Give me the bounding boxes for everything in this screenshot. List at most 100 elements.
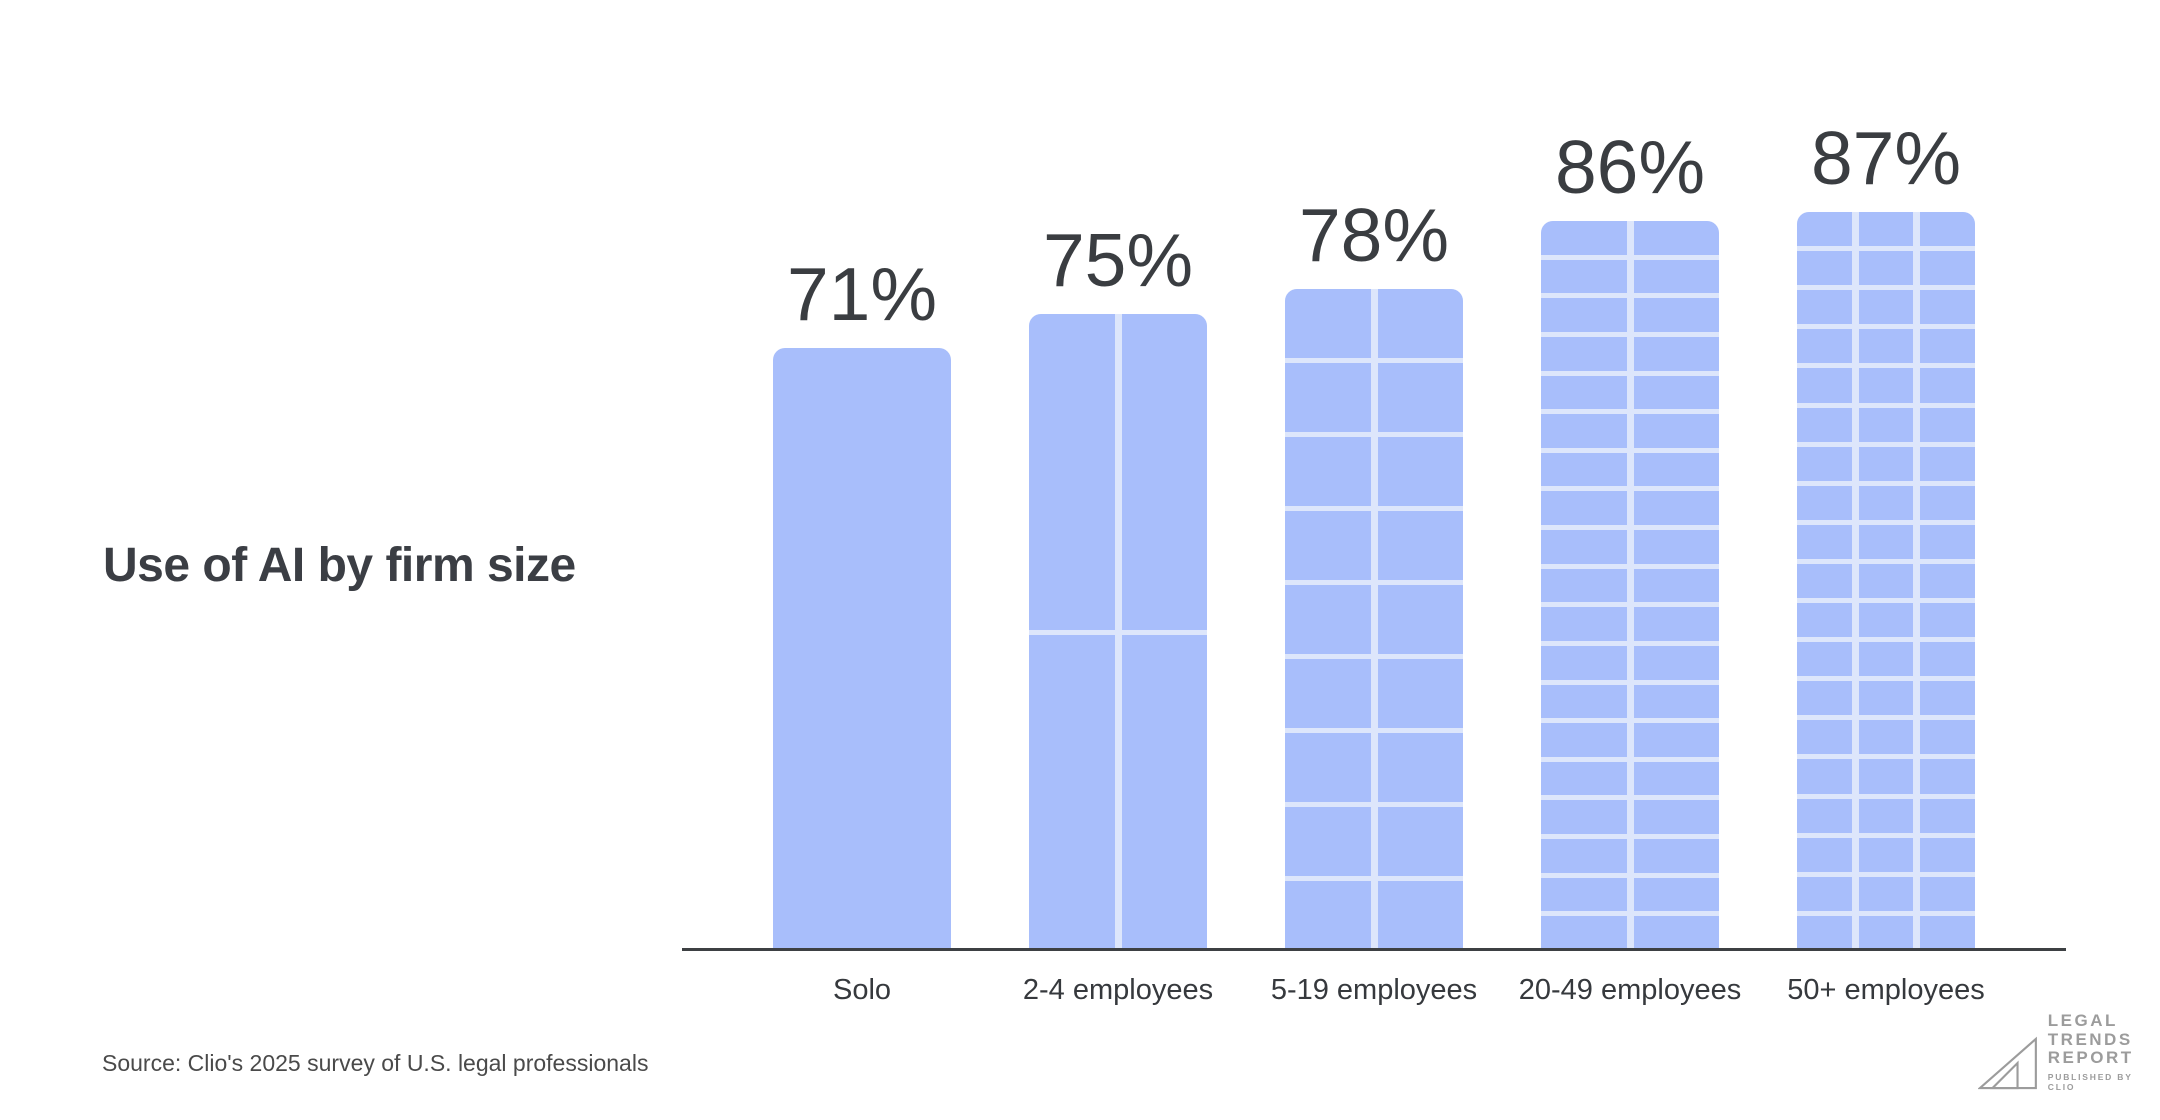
logo-line-trends: TRENDS xyxy=(2047,1029,2133,1049)
bar-cell xyxy=(1377,585,1463,654)
bar-cell xyxy=(1797,720,1852,755)
bar-cell xyxy=(1858,798,1914,833)
bar-cell xyxy=(1858,212,1914,247)
bar-cell xyxy=(1858,329,1914,364)
bar-cell xyxy=(1633,645,1719,680)
bar-cell xyxy=(1285,659,1371,728)
bar-cell xyxy=(1029,634,1115,950)
bar-cell xyxy=(1377,733,1463,802)
bar-cell xyxy=(1541,298,1627,332)
logo-text-block: LEGAL TRENDS REPORT PUBLISHED BY CLIO xyxy=(2047,1011,2160,1091)
bar-cell xyxy=(1633,607,1719,641)
bar-cell xyxy=(1858,837,1914,872)
bar-value-label-5-19-employees: 78% xyxy=(1298,193,1450,278)
bar-cell xyxy=(1858,642,1914,677)
bar-solo xyxy=(773,348,951,950)
bar-cell xyxy=(1797,837,1852,872)
bar-cell xyxy=(1797,290,1852,325)
bar-value-label-solo: 71% xyxy=(786,252,938,337)
bar-cell xyxy=(1541,839,1627,873)
bar-cell xyxy=(1797,329,1852,364)
bar-cell xyxy=(1797,915,1852,950)
bar-value-label-2-4-employees: 75% xyxy=(1042,218,1194,303)
bar-cell xyxy=(1920,329,1975,364)
bar-cell xyxy=(1541,723,1627,757)
bar-cell xyxy=(1633,491,1719,526)
bar-cell xyxy=(1797,212,1852,247)
bar-cell xyxy=(1285,733,1371,802)
x-axis-label-20-49-employees: 20-49 employees xyxy=(1518,974,1742,1006)
bar-cell xyxy=(1858,290,1914,325)
bar-cell xyxy=(1541,916,1627,950)
bar-cell xyxy=(1797,876,1852,911)
bar-cell xyxy=(1858,524,1914,559)
bar-cell xyxy=(1797,681,1852,716)
bar-cell xyxy=(1858,251,1914,286)
bar-cell xyxy=(1541,761,1627,796)
bar-cell xyxy=(1633,375,1719,410)
bar-cell xyxy=(1633,839,1719,873)
bar-cell xyxy=(1858,681,1914,716)
bar-cell xyxy=(1633,916,1719,950)
bar-cell xyxy=(1920,212,1975,247)
bar-cell xyxy=(1920,524,1975,559)
bar-cell xyxy=(1920,603,1975,638)
bar-cell xyxy=(1633,568,1719,603)
bar-cell xyxy=(1633,877,1719,912)
bar-cell xyxy=(1633,414,1719,448)
bar-cell xyxy=(1633,684,1719,719)
bar-cell xyxy=(1797,759,1852,794)
x-axis-label-5-19-employees: 5-19 employees xyxy=(1270,974,1478,1006)
bar-cell xyxy=(1541,607,1627,641)
bar-cell xyxy=(1541,452,1627,487)
bar-20-49-employees xyxy=(1541,221,1719,950)
bar-cell xyxy=(1541,800,1627,835)
bar-cell xyxy=(1029,314,1115,630)
bar-cell xyxy=(1797,563,1852,599)
bar-cell xyxy=(1121,634,1207,950)
bar-cell xyxy=(1858,563,1914,599)
x-axis-label-2-4-employees: 2-4 employees xyxy=(1022,974,1214,1006)
bar-cell xyxy=(1541,568,1627,603)
bar-cell xyxy=(1920,290,1975,325)
bar-cell xyxy=(1541,491,1627,526)
bar-cell xyxy=(1285,437,1371,506)
bar-cell xyxy=(1920,837,1975,872)
bar-cell xyxy=(1285,511,1371,580)
bar-cell xyxy=(1920,642,1975,677)
x-axis-label-solo: Solo xyxy=(832,974,892,1006)
bar-cell xyxy=(1797,446,1852,481)
bar-cell xyxy=(1858,720,1914,755)
bar-cell xyxy=(1377,659,1463,728)
bar-cell xyxy=(1858,485,1914,520)
bar-cell xyxy=(1633,530,1719,564)
bar-cell xyxy=(1541,684,1627,719)
bar-cell xyxy=(1633,298,1719,332)
bar-cell xyxy=(1797,485,1852,520)
bar-cell xyxy=(1633,259,1719,294)
bar-cell xyxy=(1797,642,1852,677)
bar-cell xyxy=(1797,798,1852,833)
bar-cell xyxy=(1377,289,1463,358)
logo-line-legal: LEGAL xyxy=(2047,1011,2118,1030)
bar-cell xyxy=(1920,798,1975,833)
bar-cell xyxy=(1797,603,1852,638)
bar-cell xyxy=(1541,221,1627,255)
x-axis-label-50-employees: 50+ employees xyxy=(1787,974,1985,1006)
bar-cell xyxy=(1797,407,1852,442)
legal-trends-report-logo: LEGAL TRENDS REPORT PUBLISHED BY CLIO xyxy=(1978,1011,2160,1092)
bar-cell xyxy=(1797,368,1852,403)
bar-cell xyxy=(1920,759,1975,794)
bar-cell xyxy=(1633,800,1719,835)
bar-cell xyxy=(1920,446,1975,481)
logo-line-report: REPORT xyxy=(2047,1048,2134,1067)
bar-cell xyxy=(1541,375,1627,410)
bar-cell xyxy=(1797,524,1852,559)
bar-cell xyxy=(1377,881,1463,950)
bar-cell xyxy=(1633,452,1719,487)
bar-2-4-employees xyxy=(1029,314,1207,950)
bar-cell xyxy=(1920,407,1975,442)
bar-cell xyxy=(1858,915,1914,950)
